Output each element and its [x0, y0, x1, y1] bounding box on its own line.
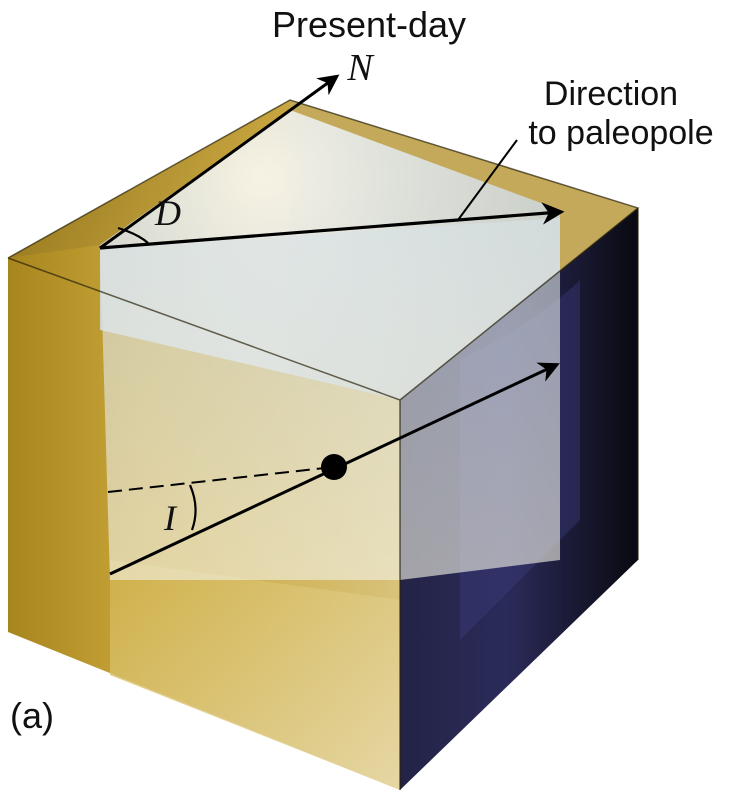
cube-left-face-lower — [110, 560, 400, 790]
paleopole-label-leader — [457, 139, 518, 221]
sample-center-dot — [321, 454, 347, 480]
panel-label: (a) — [10, 695, 54, 736]
declination-plane — [100, 218, 560, 580]
declination-label: D — [154, 193, 181, 233]
paleopole-direction-arrow — [99, 202, 565, 250]
inclination-label: I — [163, 498, 178, 538]
direction-label-line1: Direction — [544, 75, 678, 113]
north-label: N — [346, 47, 375, 89]
inclination-angle-arc — [188, 484, 197, 531]
direction-label-line2: to paleopole — [528, 114, 713, 152]
horizontal-reference-dashed — [107, 466, 335, 493]
cube-edges — [7, 99, 640, 790]
present-day-label: Present-day — [272, 4, 466, 45]
declination-angle-arc — [117, 226, 149, 244]
present-day-north-arrow — [99, 74, 340, 250]
